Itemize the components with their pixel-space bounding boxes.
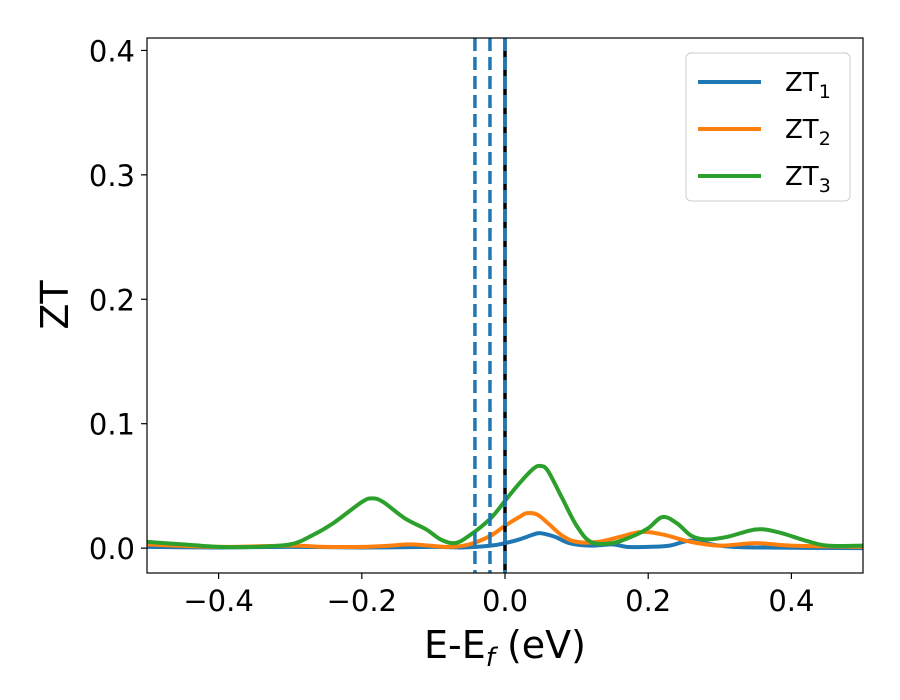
y-tick-label: 0.4 xyxy=(89,34,135,68)
legend-box xyxy=(685,52,851,202)
y-tick-label: 0.1 xyxy=(89,408,135,442)
y-tick-label: 0.3 xyxy=(89,159,135,193)
x-axis-label: E-Ef (eV) xyxy=(424,623,586,673)
y-tick-label: 0.2 xyxy=(89,283,135,317)
series-line-3 xyxy=(147,463,863,550)
plot-content xyxy=(147,38,863,573)
y-tick-label: 0.0 xyxy=(89,532,135,566)
axes: −0.4 −0.2 0.0 0.2 0.4 0.0 0.1 0.2 0.3 0.4 xyxy=(89,34,864,618)
x-tick-label: 0.2 xyxy=(625,584,671,618)
series-line-2 xyxy=(147,511,863,550)
x-tick-label: 0.0 xyxy=(482,584,528,618)
x-tick-label: −0.4 xyxy=(183,584,253,618)
x-tick-label: 0.4 xyxy=(768,584,814,618)
y-axis-label: ZT xyxy=(33,280,77,330)
legend-label-3: ZT3 xyxy=(785,162,831,197)
legend-label-2: ZT2 xyxy=(785,115,831,150)
legend: ZT1 ZT2 ZT3 xyxy=(685,52,851,202)
plot-area xyxy=(147,38,863,573)
x-tick-label: −0.2 xyxy=(327,584,397,618)
legend-label-1: ZT1 xyxy=(785,68,831,103)
